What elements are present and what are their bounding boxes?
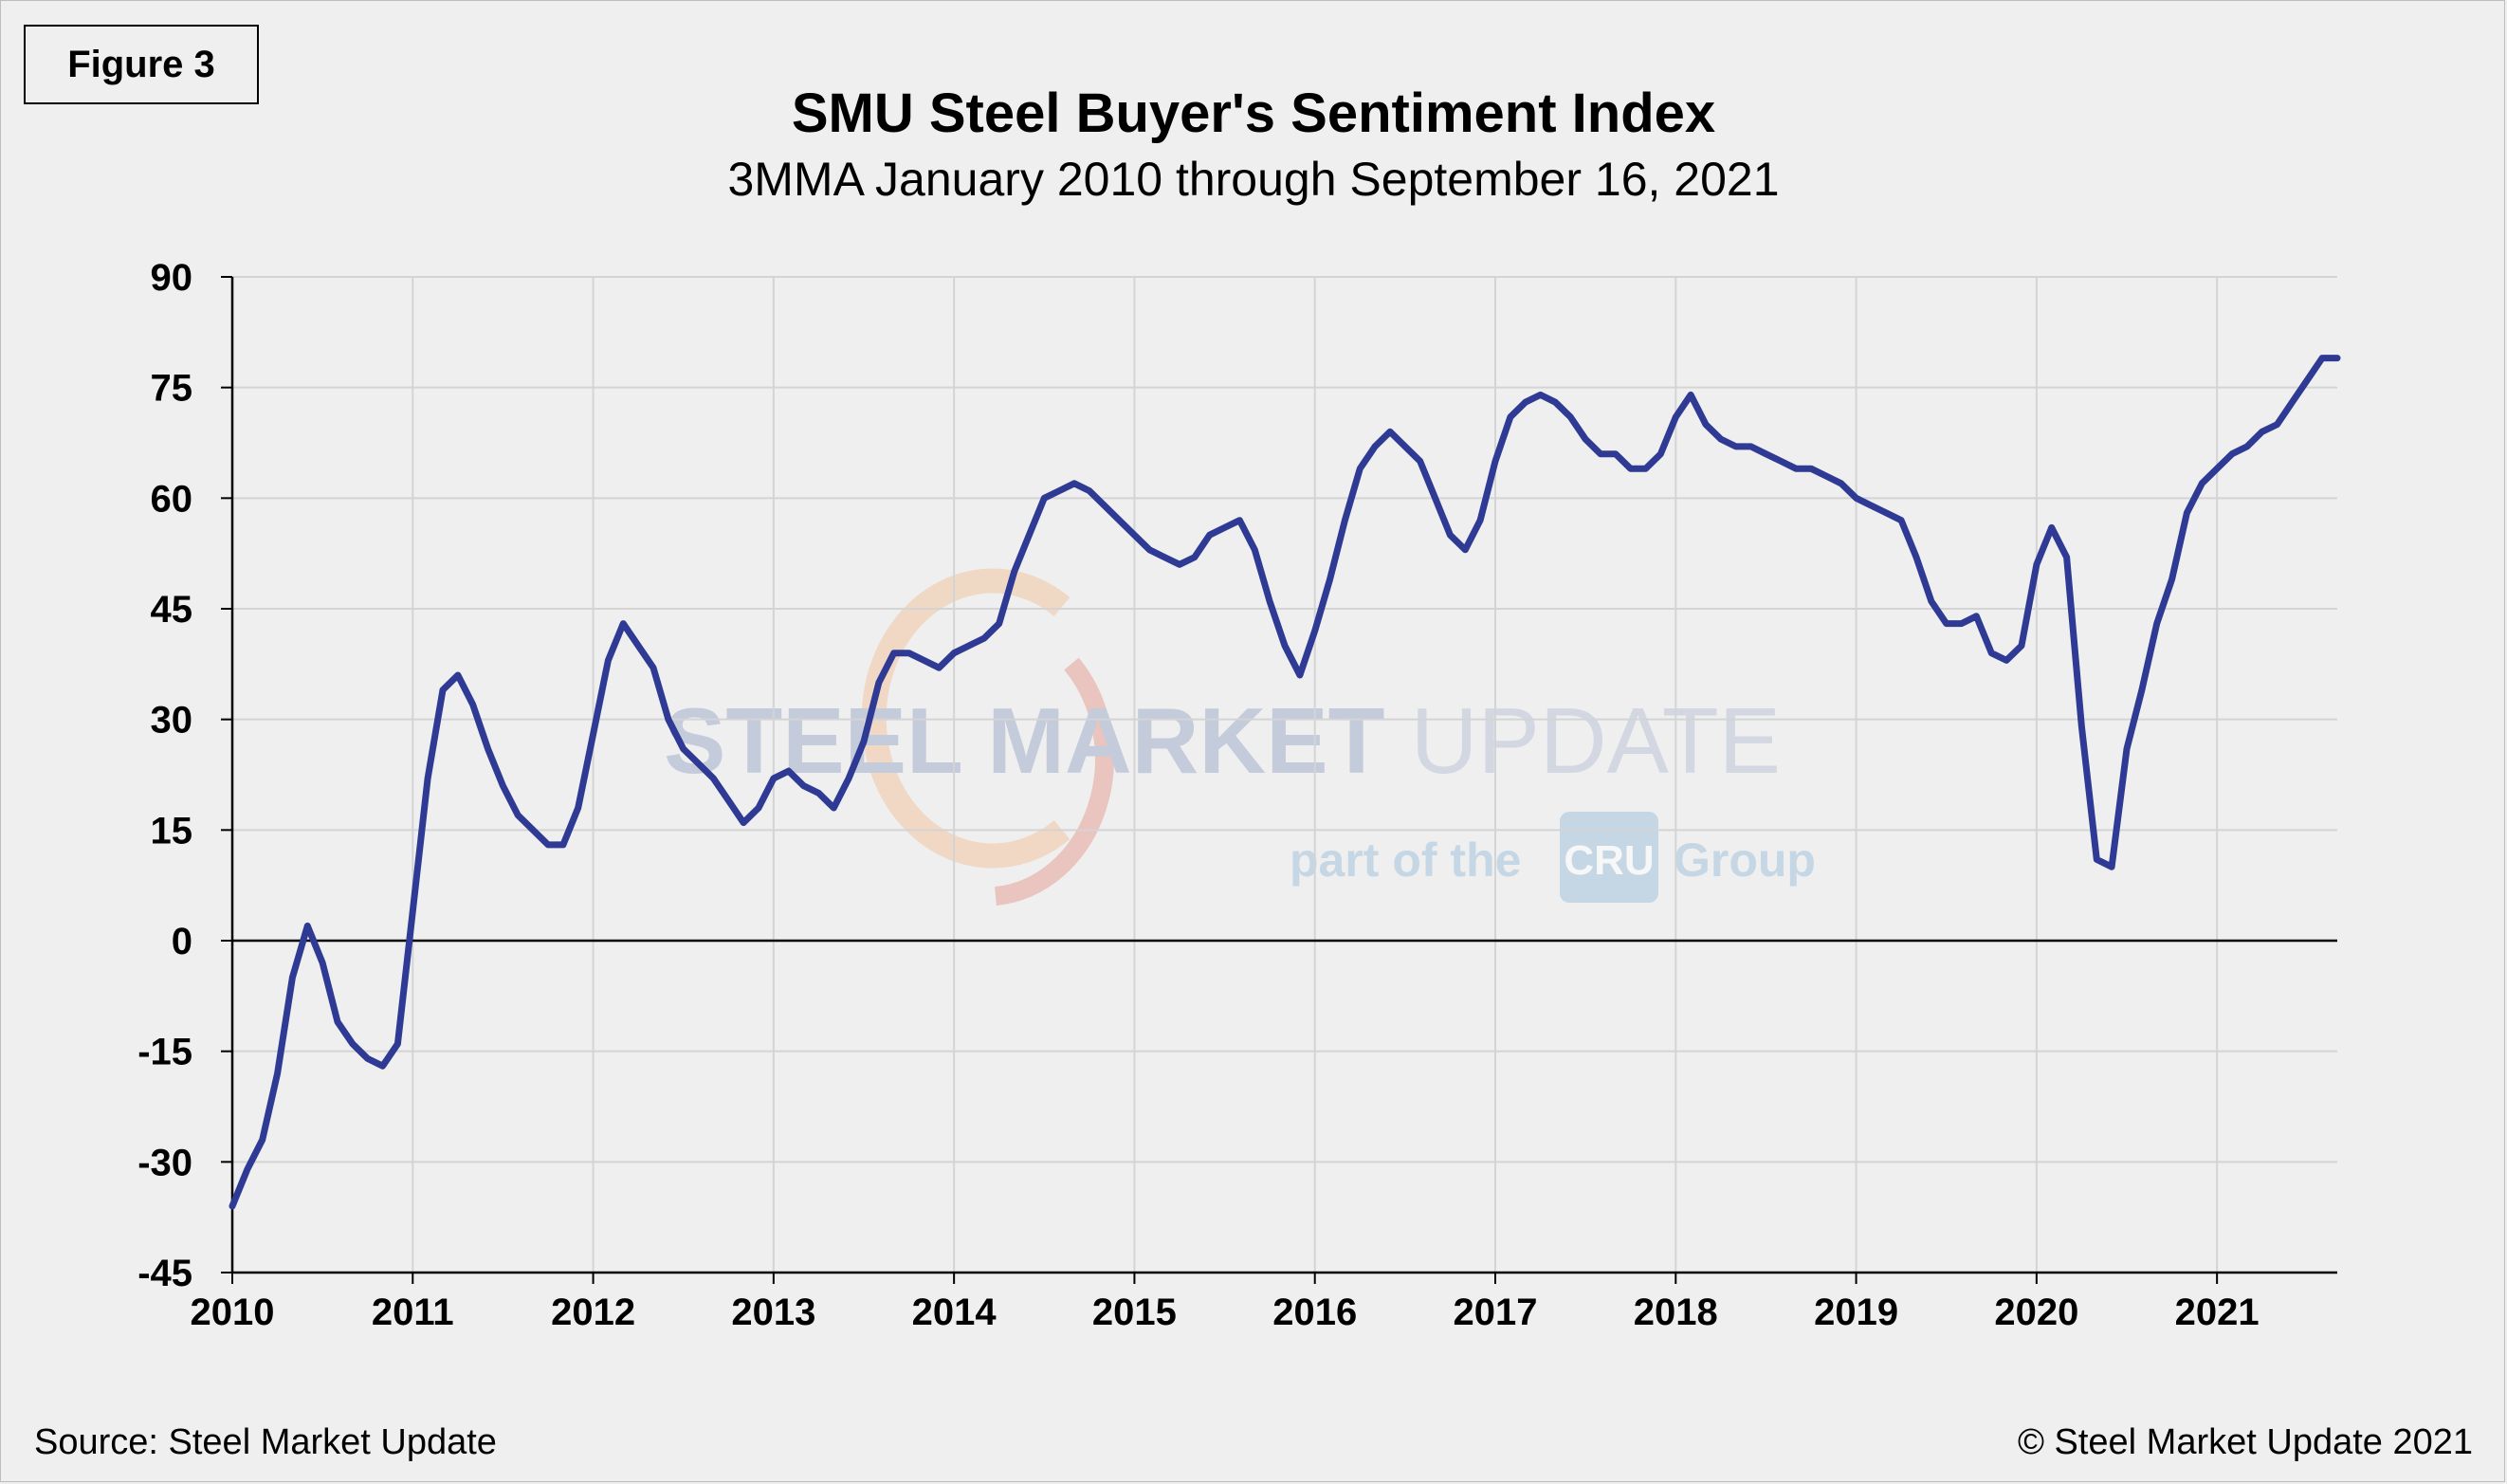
- watermark-tagline-before: part of the: [1290, 834, 1521, 887]
- watermark-logo: STEEL MARKET UPDATE part of the CRU Grou…: [664, 568, 1816, 906]
- series: [229, 355, 2341, 1210]
- x-tick-label: 2014: [912, 1292, 997, 1333]
- y-tick-label: 75: [151, 368, 193, 410]
- axes: [221, 276, 2337, 1284]
- watermark-arc-icon-lower: [994, 657, 1114, 906]
- x-tick-label: 2011: [372, 1292, 454, 1333]
- y-tick-label: 90: [151, 257, 193, 299]
- watermark-tagline-after: Group: [1674, 834, 1816, 887]
- source-note: Source: Steel Market Update: [34, 1422, 497, 1462]
- y-tick-label: -15: [137, 1032, 192, 1073]
- y-tick-label: 30: [151, 700, 193, 742]
- x-tick-label: 2020: [1994, 1292, 2078, 1333]
- y-tick-label: -30: [137, 1142, 192, 1183]
- x-tick-label: 2021: [2175, 1292, 2260, 1333]
- figure-label: Figure 3: [24, 25, 259, 104]
- x-tick-label: 2015: [1092, 1292, 1177, 1333]
- y-tick-label: 60: [151, 478, 193, 520]
- x-axis-labels: 2010 2011 2012 2013 2014 2015 2016 2017 2018 2019…: [191, 1292, 2260, 1333]
- x-tick-label: 2017: [1454, 1292, 1538, 1333]
- copyright-note: © Steel Market Update 2021: [2017, 1422, 2473, 1462]
- watermark-arc-icon: [861, 568, 1071, 869]
- x-tick-label: 2012: [551, 1292, 635, 1333]
- series-line: [229, 355, 2341, 1210]
- x-tick-label: 2013: [731, 1292, 815, 1333]
- chart-title: SMU Steel Buyer's Sentiment Index: [791, 82, 1716, 144]
- x-tick-label: 2018: [1634, 1292, 1718, 1333]
- x-tick-label: 2019: [1814, 1292, 1898, 1333]
- cru-badge-icon: [1560, 812, 1658, 903]
- y-axis-labels: 90 75 60 45 30 15 0 -15 -30 -45: [137, 257, 192, 1294]
- y-tick-label: 45: [151, 589, 193, 631]
- svg-text:STEEL MARKET UPDATE: STEEL MARKET UPDATE: [664, 688, 1781, 793]
- watermark-badge-text: CRU: [1564, 837, 1654, 884]
- chart-subtitle: 3MMA January 2010 through September 16, …: [727, 153, 1780, 206]
- x-tick-label: 2016: [1272, 1292, 1357, 1333]
- y-tick-label: 0: [172, 921, 192, 962]
- watermark-brand-light: UPDATE: [1411, 688, 1781, 793]
- x-tick-label: 2010: [191, 1292, 275, 1333]
- grid: [232, 276, 2337, 1273]
- y-tick-label: -45: [137, 1253, 192, 1294]
- y-tick-label: 15: [151, 810, 193, 852]
